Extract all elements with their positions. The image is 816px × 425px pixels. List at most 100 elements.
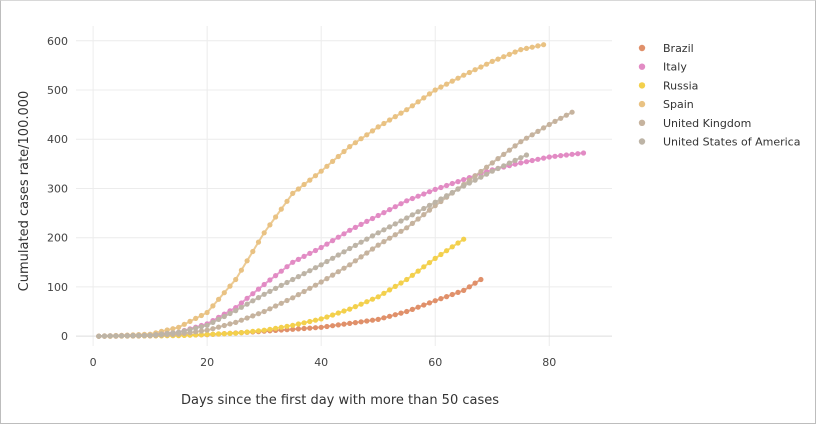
data-point <box>267 306 273 312</box>
data-point <box>449 189 455 196</box>
data-point <box>484 171 490 177</box>
legend-marker <box>638 119 646 127</box>
data-point <box>409 272 415 278</box>
data-point <box>278 206 284 212</box>
x-tick-label-0: 0 <box>90 356 97 369</box>
data-point <box>398 110 404 116</box>
legend[interactable]: Brazil Italy Russia Spain United Kingdom Unit… <box>638 42 801 149</box>
data-point <box>523 135 530 141</box>
data-point <box>409 220 415 226</box>
legend-item-united-states-of-america[interactable]: United States of America <box>638 136 801 149</box>
data-point <box>535 156 541 162</box>
data-point <box>501 54 507 60</box>
data-point <box>244 301 250 307</box>
data-point <box>341 231 347 237</box>
series-brazil <box>96 276 484 339</box>
data-point <box>575 151 581 157</box>
ticks-layer: 0 20 40 60 80 0 100 200 300 400 500 600 <box>47 35 556 369</box>
data-point <box>227 321 233 327</box>
data-point <box>364 299 370 305</box>
data-point <box>318 244 324 251</box>
data-point <box>227 330 233 336</box>
data-point <box>387 224 393 230</box>
data-point <box>358 136 364 142</box>
data-point <box>506 160 512 166</box>
data-point <box>250 313 256 319</box>
data-point <box>518 47 524 53</box>
data-point <box>506 147 512 153</box>
data-point <box>324 314 330 320</box>
data-point <box>381 239 387 245</box>
data-point <box>284 198 290 204</box>
data-point <box>335 269 341 275</box>
data-point <box>466 284 472 290</box>
data-point <box>295 292 301 298</box>
data-point <box>335 322 341 328</box>
data-point <box>387 313 393 319</box>
data-point <box>284 279 290 286</box>
data-point <box>432 255 438 261</box>
data-point <box>438 196 444 202</box>
data-point <box>558 153 564 159</box>
data-point <box>466 69 472 76</box>
data-point <box>181 321 187 327</box>
data-point <box>290 190 296 196</box>
data-point <box>518 155 524 161</box>
data-point <box>375 212 381 219</box>
fit-line <box>98 111 573 338</box>
legend-item-russia[interactable]: Russia <box>638 79 699 92</box>
data-point <box>210 331 216 337</box>
data-point <box>449 244 455 250</box>
data-point <box>216 324 222 330</box>
data-point <box>404 215 410 221</box>
data-point <box>478 64 484 70</box>
data-point <box>398 201 404 207</box>
data-point <box>392 114 398 120</box>
data-point <box>153 332 159 338</box>
data-point <box>432 87 438 93</box>
data-point <box>295 326 301 332</box>
legend-item-spain[interactable]: Spain <box>638 98 694 111</box>
data-point <box>501 163 507 169</box>
data-point <box>472 173 478 179</box>
data-point <box>472 177 478 183</box>
data-point <box>318 262 324 268</box>
data-point <box>495 156 501 162</box>
data-point <box>221 322 227 329</box>
data-point <box>295 274 301 280</box>
data-point <box>290 322 296 328</box>
data-point <box>278 282 284 288</box>
series-italy <box>96 150 587 339</box>
data-point <box>233 308 239 314</box>
series-layer <box>96 42 587 339</box>
data-point <box>398 228 404 234</box>
data-point <box>421 264 427 270</box>
data-point <box>392 312 398 318</box>
data-point <box>204 327 210 333</box>
data-point <box>546 121 552 128</box>
data-point <box>523 152 530 158</box>
data-point <box>432 199 438 205</box>
data-point <box>318 279 324 285</box>
data-point <box>455 186 461 192</box>
data-point <box>392 204 398 210</box>
data-point <box>250 248 256 255</box>
fit-line <box>98 278 482 338</box>
legend-item-united-kingdom[interactable]: United Kingdom <box>638 117 751 130</box>
data-point <box>444 248 450 254</box>
data-point <box>369 246 376 252</box>
data-point <box>273 303 279 309</box>
legend-item-italy[interactable]: Italy <box>638 61 688 74</box>
legend-label: United States of America <box>663 136 800 149</box>
data-point <box>426 300 433 306</box>
data-point <box>426 207 433 213</box>
data-point <box>409 103 415 109</box>
data-point <box>158 331 165 337</box>
data-point <box>193 329 199 335</box>
data-point <box>404 225 410 231</box>
data-point <box>398 310 404 316</box>
data-point <box>352 140 358 146</box>
y-tick-label-400: 400 <box>47 133 68 146</box>
legend-item-brazil[interactable]: Brazil <box>638 42 694 55</box>
x-tick-label-60: 60 <box>428 356 442 369</box>
